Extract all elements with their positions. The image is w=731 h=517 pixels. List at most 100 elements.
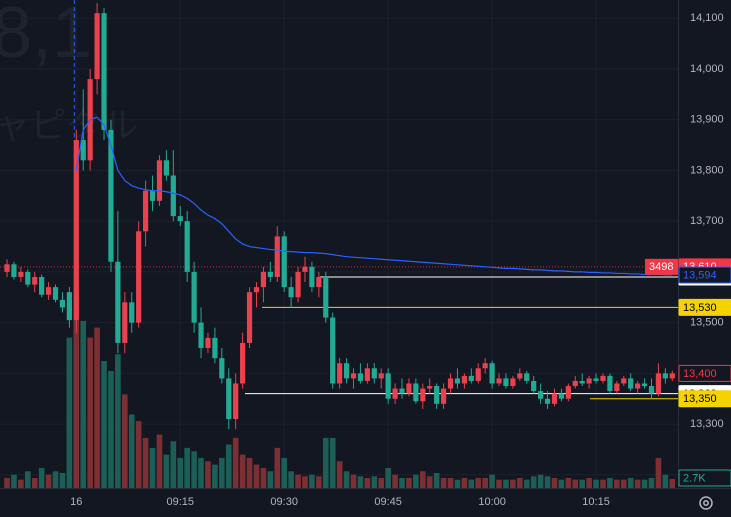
volume-bar — [101, 360, 107, 488]
candle-body — [101, 13, 107, 130]
volume-bar — [253, 464, 260, 488]
volume-bar — [329, 437, 336, 488]
volume-bar — [641, 479, 648, 488]
volume-bar — [122, 394, 128, 488]
candle-body — [357, 373, 364, 381]
volume-bar — [558, 479, 565, 488]
volume-bar — [565, 477, 572, 488]
candle-body — [364, 368, 370, 381]
candle-body — [510, 378, 516, 387]
candle-body — [468, 375, 474, 381]
candle-body — [544, 398, 551, 404]
candle-body — [648, 386, 655, 394]
volume-bar — [38, 467, 45, 488]
volume-bar — [11, 474, 17, 488]
countdown-tag — [645, 258, 678, 275]
volume-bar — [149, 447, 156, 488]
candle-body — [572, 380, 578, 387]
candle-body — [205, 337, 211, 348]
candle-body — [39, 276, 45, 295]
candle-body — [212, 337, 218, 359]
volume-bar — [593, 479, 599, 488]
candle-body — [669, 373, 675, 379]
volume-bar — [295, 474, 301, 488]
volume-bar — [614, 479, 620, 488]
volume-bar — [45, 474, 52, 488]
volume-bar — [24, 471, 31, 488]
volume-bar — [586, 477, 592, 488]
candle-body — [586, 378, 592, 384]
volume-bar — [156, 434, 163, 488]
candle-body — [129, 302, 135, 323]
candle-body — [579, 380, 585, 384]
volume-bar — [66, 337, 73, 488]
candle-body — [288, 287, 294, 298]
settings-icon[interactable] — [699, 496, 713, 510]
volume-bar — [489, 474, 495, 488]
volume-bar — [170, 441, 177, 488]
volume-bar — [371, 476, 378, 488]
volume-bar — [219, 457, 225, 488]
y-tick-label: 14,100 — [690, 12, 724, 24]
candle-body — [628, 378, 634, 389]
candle-body — [253, 287, 260, 293]
volume-bar — [316, 476, 322, 488]
candle-body — [461, 375, 467, 384]
volume-bar — [648, 477, 655, 488]
x-tick-label: 16 — [70, 496, 82, 508]
candle-body — [427, 386, 433, 389]
volume-bar — [496, 479, 502, 488]
price-tag — [678, 390, 731, 408]
candle-body — [343, 363, 350, 379]
volume-bar — [634, 479, 641, 488]
volume-bar — [128, 414, 135, 488]
volume-bar — [108, 371, 114, 488]
price-tag-label: 13,530 — [683, 302, 717, 314]
volume-bar — [468, 479, 475, 488]
y-tick-label: 13,800 — [690, 164, 724, 176]
x-tick-label: 09:30 — [270, 496, 298, 508]
volume-bar — [454, 479, 461, 488]
volume-bar — [281, 457, 287, 488]
candle-body — [503, 378, 509, 387]
candle-body — [600, 375, 606, 381]
volume-bar — [87, 337, 93, 488]
volume-bar — [364, 477, 371, 488]
price-tag — [678, 364, 731, 382]
volume-bar — [433, 472, 440, 488]
volume-bar — [212, 464, 218, 488]
volume-bar — [260, 467, 267, 488]
candle-body — [66, 292, 72, 321]
candle-body — [330, 317, 336, 384]
candle-body — [496, 378, 502, 384]
price-tag-label: 13,350 — [683, 393, 717, 405]
candle-body — [226, 378, 232, 420]
candle-body — [316, 276, 322, 288]
countdown: 3498 — [649, 261, 673, 273]
candle-body — [184, 221, 190, 272]
gear-outer — [699, 496, 713, 510]
volume-bar — [607, 477, 613, 488]
volume-bar — [627, 477, 634, 488]
candle-body — [80, 140, 86, 161]
candle-body — [551, 393, 558, 404]
gear-inner — [703, 500, 709, 506]
volume-bar — [246, 457, 253, 488]
volume-bar — [392, 474, 398, 488]
price-tag — [678, 298, 731, 316]
candle-body — [246, 292, 253, 343]
volume-bar — [426, 476, 433, 488]
candle-body — [392, 388, 398, 399]
volume-bar — [52, 471, 59, 488]
candle-body — [531, 380, 537, 392]
candle-body — [309, 266, 315, 288]
candle-body — [163, 160, 169, 176]
volume-bar — [420, 471, 426, 488]
volume-bar — [80, 320, 87, 488]
candle-body — [52, 287, 59, 300]
volume-bar — [191, 451, 197, 488]
candle-body — [350, 373, 357, 379]
volume-bar — [413, 474, 419, 488]
volume-bar — [620, 479, 627, 488]
